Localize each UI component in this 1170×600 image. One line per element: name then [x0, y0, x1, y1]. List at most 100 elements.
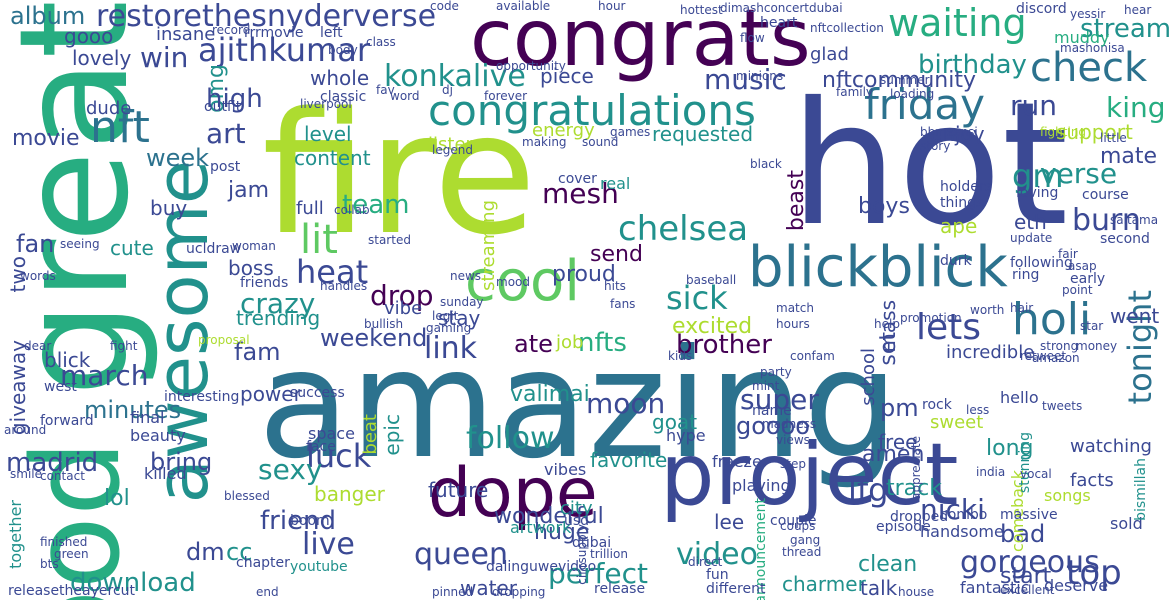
word-episode: episode	[876, 519, 931, 535]
word-artwork: artwork	[510, 518, 572, 537]
word-restorethesnyderverse: restorethesnyderverse	[96, 0, 437, 34]
word-party: party	[760, 365, 792, 379]
word-album: album	[10, 2, 86, 30]
word-power: power	[240, 382, 302, 406]
word-handsome: handsome	[920, 522, 1004, 541]
word-water: water	[460, 576, 517, 600]
word-watching: watching	[1070, 436, 1152, 457]
word-hour: hour	[598, 0, 626, 13]
word-chapter: chapter	[236, 555, 290, 571]
word-forever: forever	[484, 89, 528, 103]
word-dear: dear	[24, 339, 52, 353]
word-direct: direct	[688, 555, 723, 569]
word-long: long	[986, 436, 1034, 461]
word-run: run	[1010, 89, 1058, 122]
word-success: success	[290, 385, 345, 401]
word-legend: legend	[432, 143, 473, 157]
word-nfts: nfts	[578, 328, 627, 358]
word-madrid: madrid	[6, 448, 99, 478]
word-stunning: stunning	[1017, 432, 1033, 494]
word-requested: requested	[652, 122, 754, 146]
word-gorgeous: gorgeous	[960, 545, 1100, 580]
word-whole: whole	[310, 66, 370, 90]
word-west: west	[44, 379, 77, 395]
word-start: start	[1000, 564, 1052, 589]
word-facts: facts	[1070, 470, 1114, 491]
word-piece: piece	[540, 64, 594, 88]
word-holi: holi	[1012, 294, 1092, 345]
word-available: available	[496, 0, 551, 13]
word-march: march	[60, 359, 149, 392]
word-goooo: goooo	[736, 412, 810, 440]
word-friend: friend	[260, 506, 337, 536]
word-pinned: pinned	[432, 585, 474, 599]
word-city: city	[560, 498, 593, 519]
word-nicki: nicki	[920, 493, 985, 526]
word-different: different	[706, 581, 766, 597]
word-minutes: minutes	[84, 396, 182, 424]
word-vibe: vibe	[384, 298, 423, 319]
word-trillion: trillion	[590, 547, 628, 561]
word-excited: excited	[672, 314, 753, 339]
word-check: check	[1030, 45, 1148, 91]
word-discord: discord	[1016, 1, 1067, 17]
word-woman: woman	[232, 239, 276, 253]
word-dm: dm	[186, 538, 225, 566]
word-art: art	[206, 117, 246, 150]
word-fav: fav	[376, 83, 395, 97]
word-second: second	[1100, 231, 1150, 247]
word-match: match	[776, 301, 814, 315]
word-cool: cool	[465, 249, 580, 314]
word-blessed: blessed	[224, 489, 270, 503]
word-proud: proud	[552, 262, 616, 287]
word-massive: massive	[1000, 507, 1058, 523]
word-fantastic: fantastic	[960, 578, 1030, 597]
word-banger: banger	[314, 482, 385, 506]
word-collab: collab	[334, 203, 370, 217]
word-amazon: amazon	[1032, 351, 1080, 365]
word-bullish: bullish	[364, 317, 404, 331]
word-king: king	[1106, 91, 1166, 124]
word-top: top	[1066, 553, 1122, 593]
word-brother: brother	[676, 330, 772, 360]
word-beast: beast	[784, 170, 809, 232]
word-fan: fan	[16, 230, 55, 258]
word-early: early	[1070, 271, 1106, 287]
word-wonderful: wonderful	[494, 504, 604, 529]
word-seeing: seeing	[60, 237, 100, 251]
word-boss: boss	[228, 256, 274, 280]
word-fans: fans	[610, 297, 636, 311]
word-circsupply: circsupply	[575, 524, 589, 585]
word-win: win	[140, 41, 189, 74]
word-sick: sick	[666, 279, 728, 317]
word-glad: glad	[810, 44, 849, 65]
word-making: making	[522, 135, 567, 149]
word-verse: verse	[1040, 157, 1118, 190]
word-sweet: sweet	[930, 412, 984, 433]
word-liverpool: liverpool	[300, 97, 352, 111]
word-hype: hype	[666, 426, 706, 445]
word-word: word	[390, 89, 420, 103]
word-record: record	[212, 23, 251, 37]
word-ucldraw: ucldraw	[186, 241, 242, 257]
word-things: things	[940, 195, 984, 211]
word-fighting: fighting	[1040, 125, 1087, 139]
word-stay: stay	[438, 306, 481, 330]
word-bismillah: bismillah	[1133, 458, 1149, 521]
word-step: step	[780, 457, 806, 471]
word-buy: buy	[150, 196, 188, 220]
word-thread: thread	[782, 545, 822, 559]
word-space: space	[308, 424, 355, 443]
word-point: point	[1062, 283, 1093, 297]
word-congratulations: congratulations	[428, 86, 756, 135]
word-charmer: charmer	[782, 572, 866, 596]
word-proposal: proposal	[198, 333, 250, 347]
word-opportunity: opportunity	[496, 59, 566, 73]
word-send: send	[590, 242, 643, 267]
word-nftcommunity: nftcommunity	[822, 68, 976, 93]
word-heart: heart	[760, 15, 798, 31]
word-level: level	[304, 122, 352, 146]
word-smile: smile	[10, 467, 42, 481]
word-luck: luck	[306, 437, 372, 475]
word-dj: dj	[442, 83, 453, 97]
